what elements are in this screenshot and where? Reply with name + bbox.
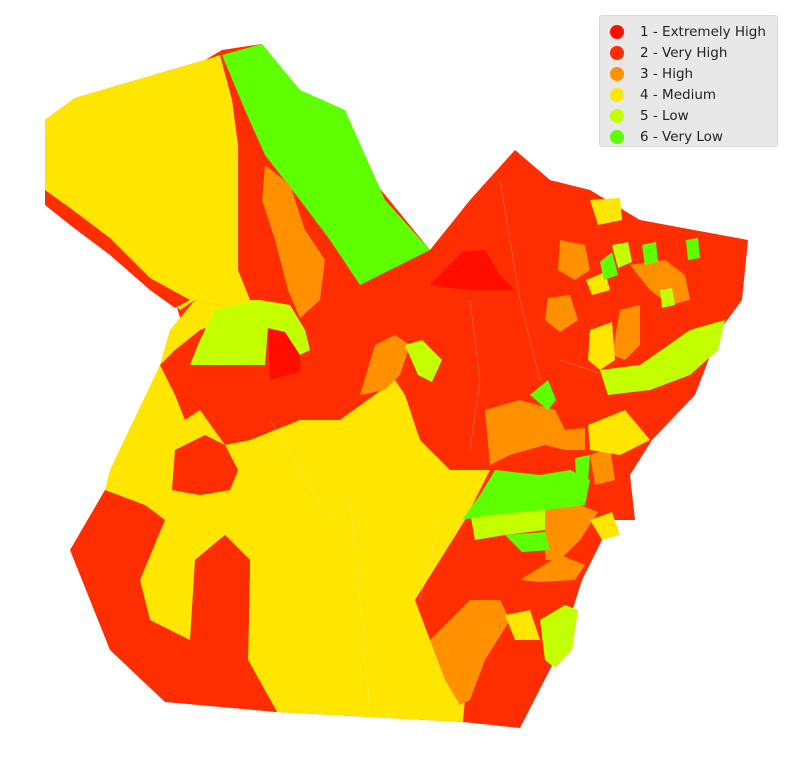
legend-label: 5 - Low xyxy=(640,107,689,124)
region-north-strip xyxy=(45,190,190,308)
region-nw-medium xyxy=(45,55,250,310)
legend-label: 3 - High xyxy=(640,65,694,82)
legend-marker-icon xyxy=(610,24,624,39)
region-east-verylow xyxy=(530,380,556,410)
municipal-boundaries xyxy=(237,145,621,713)
region-ne-low xyxy=(612,242,632,268)
legend-label: 6 - Very Low xyxy=(640,128,723,145)
legend-item: 5 - Low xyxy=(610,105,777,126)
region-se-verylow xyxy=(462,470,590,520)
legend-item: 6 - Very Low xyxy=(610,126,777,147)
legend-marker-icon xyxy=(610,129,624,144)
region-se-high4 xyxy=(590,448,615,485)
region-sw-pocket xyxy=(195,535,277,712)
legend: 1 - Extremely High 2 - Very High 3 - Hig… xyxy=(599,15,778,147)
region-east-verylow2 xyxy=(575,455,590,480)
region-se-high2 xyxy=(545,505,598,560)
region-orange-strip xyxy=(262,165,325,318)
region-east-high2 xyxy=(360,335,410,395)
region-se-medium2 xyxy=(505,610,540,640)
region-ne-verylow2 xyxy=(642,242,658,265)
region-se-high3 xyxy=(520,555,585,582)
region-ne-high2 xyxy=(545,295,578,332)
legend-marker-icon xyxy=(610,45,624,60)
legend-marker-icon xyxy=(610,87,624,102)
region-ne-medium xyxy=(590,198,622,225)
region-ne-low2 xyxy=(660,288,675,308)
region-south-patch xyxy=(172,435,238,495)
region-north-verylow xyxy=(222,44,430,285)
region-se-low xyxy=(470,508,545,540)
region-se-medium xyxy=(590,512,620,540)
legend-marker-icon xyxy=(610,66,624,81)
legend-item: 3 - High xyxy=(610,63,777,84)
region-center-low xyxy=(405,340,442,382)
region-ne-high xyxy=(558,240,590,280)
region-ne-medium2 xyxy=(588,322,615,370)
region-se-verylow2 xyxy=(505,532,550,552)
region-east-medium xyxy=(588,410,650,455)
region-ne-high3 xyxy=(612,305,640,360)
region-ne-verylow xyxy=(600,252,618,280)
region-ne-high4 xyxy=(630,260,690,305)
legend-label: 2 - Very High xyxy=(640,44,728,61)
region-east-high xyxy=(485,400,585,465)
legend-item: 2 - Very High xyxy=(610,42,777,63)
region-low-west xyxy=(190,300,310,365)
legend-marker-icon xyxy=(610,108,624,123)
legend-item: 4 - Medium xyxy=(610,84,777,105)
legend-label: 4 - Medium xyxy=(640,86,717,103)
region-east-low xyxy=(600,320,725,395)
region-center-extreme xyxy=(430,250,515,290)
region-se-low2 xyxy=(540,605,578,668)
legend-label: 1 - Extremely High xyxy=(640,23,766,40)
region-ne-verylow3 xyxy=(686,238,700,260)
legend-item: 1 - Extremely High xyxy=(610,21,777,42)
region-se-high xyxy=(430,600,510,705)
